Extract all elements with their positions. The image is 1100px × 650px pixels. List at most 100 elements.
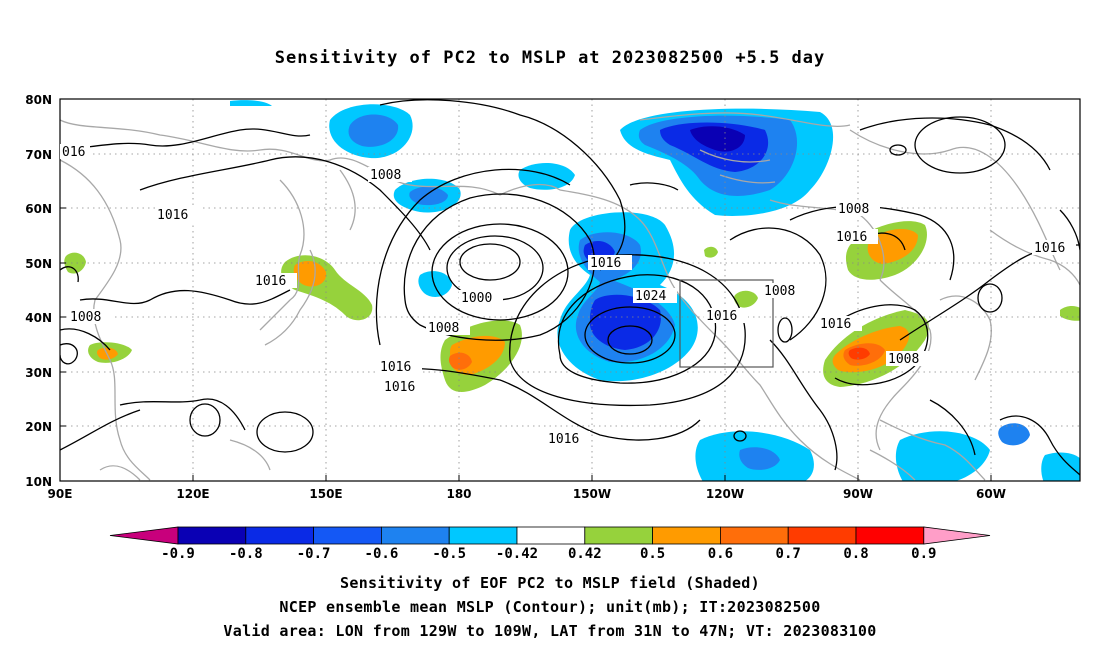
contour-label: 1016: [253, 273, 297, 289]
positive-blob: [848, 347, 870, 360]
colorbar-segment: [720, 526, 789, 545]
negative-blob: [418, 271, 452, 297]
lon-tick-label: 150W: [573, 487, 611, 501]
contour-label: 1016: [704, 308, 748, 324]
colorbar: [109, 526, 991, 545]
colorbar-tick-label: -0.8: [229, 546, 263, 562]
svg-text:1016: 1016: [836, 230, 867, 245]
svg-text:1008: 1008: [764, 284, 795, 299]
contour-label: 1016: [378, 359, 422, 375]
svg-text:016: 016: [62, 145, 85, 160]
svg-text:1008: 1008: [370, 168, 401, 183]
colorbar-tick-label: -0.9: [161, 546, 195, 562]
colorbar-tick-label: 0.9: [911, 546, 936, 562]
colorbar-tick-label: -0.5: [432, 546, 466, 562]
colorbar-tick-label: 0.5: [640, 546, 665, 562]
contour-label: 1016: [834, 229, 878, 245]
positive-blob: [867, 228, 918, 264]
colorbar-tick-label: -0.42: [496, 546, 538, 562]
colorbar-labels: -0.9 -0.8 -0.7 -0.6 -0.5 -0.42 0.42 0.5 0.6 0.7 0.…: [161, 546, 936, 562]
negative-blob: [998, 423, 1030, 446]
svg-text:1008: 1008: [70, 310, 101, 325]
negative-blob: [230, 100, 272, 106]
svg-text:1016: 1016: [548, 432, 579, 447]
contour-label: 1008: [368, 167, 412, 183]
colorbar-segment: [787, 526, 857, 545]
map-title: Sensitivity of PC2 to MSLP at 2023082500…: [274, 48, 826, 68]
colorbar-low-end: [109, 526, 179, 545]
lon-tick-label: 120E: [176, 487, 209, 501]
colorbar-segment: [380, 526, 450, 545]
contour-label: 1008: [762, 283, 806, 299]
contour-label: 1016: [818, 316, 862, 332]
lat-tick-label: 30N: [25, 366, 52, 380]
negative-blob: [895, 431, 990, 481]
colorbar-tick-label: 0.7: [776, 546, 801, 562]
svg-text:1000: 1000: [461, 291, 492, 306]
colorbar-segment: [855, 526, 925, 545]
svg-text:1016: 1016: [820, 317, 851, 332]
lat-tick-label: 70N: [25, 148, 52, 162]
contour-labels: 016 1008 1016 1016 1000 1008 1016 1016 1…: [60, 144, 1076, 447]
lat-tick-label: 20N: [25, 420, 52, 434]
plot-area: [60, 99, 1080, 481]
caption-line-3: Valid area: LON from 129W to 109W, LAT f…: [223, 622, 877, 640]
lat-tick-label: 60N: [25, 202, 52, 216]
positive-blob: [734, 290, 758, 308]
lon-tick-label: 120W: [706, 487, 744, 501]
contour-label: 1008: [836, 201, 880, 217]
svg-text:1016: 1016: [380, 360, 411, 375]
negative-blob: [739, 447, 780, 470]
negative-blob: [690, 126, 745, 152]
positive-blob: [293, 260, 327, 287]
latitude-labels: 80N 70N 60N 50N 40N 30N 20N 10N: [25, 93, 52, 489]
positive-blob: [448, 352, 472, 370]
contour-label: 016: [60, 144, 90, 160]
svg-text:1008: 1008: [838, 202, 869, 217]
colorbar-high-end: [923, 526, 991, 545]
contour-label: 1024: [633, 288, 677, 304]
svg-text:1016: 1016: [255, 274, 286, 289]
contour-label: 1016: [588, 255, 632, 271]
colorbar-tick-label: 0.6: [708, 546, 733, 562]
contour-label: 1016: [546, 431, 590, 447]
lon-tick-label: 90W: [843, 487, 873, 501]
mslp-contours: [60, 99, 1080, 476]
lat-tick-label: 40N: [25, 311, 52, 325]
plot-frame: [59, 98, 1081, 482]
colorbar-segment: [448, 526, 518, 545]
contour-label: 1008: [68, 309, 112, 325]
positive-blob: [704, 246, 718, 258]
lat-tick-label: 10N: [25, 475, 52, 489]
negative-blob: [1041, 452, 1080, 481]
lat-tick-label: 50N: [25, 257, 52, 271]
contour-label: 1008: [886, 351, 930, 367]
colorbar-segment: [177, 526, 247, 545]
svg-text:1016: 1016: [157, 208, 188, 223]
contour-label: 1016: [1032, 240, 1076, 256]
valid-area-box: [679, 279, 774, 368]
colorbar-tick-label: -0.7: [297, 546, 331, 562]
caption-line-1: Sensitivity of EOF PC2 to MSLP field (Sh…: [340, 574, 760, 592]
lat-tick-label: 80N: [25, 93, 52, 107]
svg-text:1016: 1016: [384, 380, 415, 395]
contour-label: 1016: [155, 207, 199, 223]
colorbar-segment: [245, 526, 315, 545]
colorbar-tick-label: 0.42: [568, 546, 602, 562]
svg-text:1008: 1008: [888, 352, 919, 367]
contour-label: 1008: [426, 320, 470, 336]
svg-text:1016: 1016: [706, 309, 737, 324]
lon-tick-label: 60W: [976, 487, 1006, 501]
colorbar-tick-label: 0.8: [843, 546, 868, 562]
colorbar-segment: [652, 526, 721, 545]
colorbar-segment: [313, 526, 382, 545]
lon-tick-label: 180: [446, 487, 471, 501]
negative-blob: [518, 163, 575, 190]
svg-text:1024: 1024: [635, 289, 666, 304]
negative-blob: [348, 114, 399, 147]
svg-text:1008: 1008: [428, 321, 459, 336]
contour-label: 1016: [382, 379, 426, 395]
svg-text:1016: 1016: [590, 256, 621, 271]
caption-line-2: NCEP ensemble mean MSLP (Contour); unit(…: [279, 598, 821, 616]
